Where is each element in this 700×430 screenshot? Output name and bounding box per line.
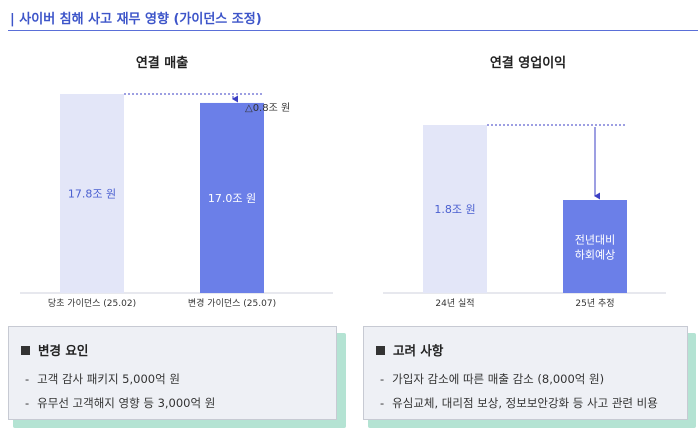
page-header: | 사이버 침해 사고 재무 영향 (가이던스 조정) bbox=[8, 6, 698, 31]
data-label: 1.8조 원 bbox=[434, 203, 475, 216]
list-item-text: 고객 감사 패키지 5,000억 원 bbox=[37, 372, 180, 386]
tick-label: 변경 가이던스 (25.07) bbox=[188, 297, 276, 309]
decrease-annotation: △0.8조 원 bbox=[245, 102, 290, 114]
bar bbox=[423, 125, 487, 293]
chart-title-revenue: 연결 매출 bbox=[135, 56, 189, 71]
tick-label: 25년 추정 bbox=[575, 298, 614, 309]
dash-icon: - bbox=[380, 372, 385, 386]
change-factors-title: 변경 요인 bbox=[38, 343, 89, 358]
bar bbox=[563, 200, 627, 293]
list-item: - 가입자 감소에 따른 매출 감소 (8,000억 원) bbox=[380, 371, 604, 387]
change-factors-heading: 변경 요인 bbox=[21, 340, 88, 359]
dash-icon: - bbox=[380, 396, 385, 410]
data-label: 17.0조 원 bbox=[208, 192, 256, 205]
square-bullet-icon bbox=[376, 346, 385, 355]
list-item-text: 유심교체, 대리점 보상, 정보보안강화 등 사고 관련 비용 bbox=[392, 396, 658, 410]
list-item: - 유무선 고객해지 영향 등 3,000억 원 bbox=[25, 395, 215, 411]
considerations-panel: 고려 사항 - 가입자 감소에 따른 매출 감소 (8,000억 원) - 유심교체… bbox=[363, 326, 688, 420]
dash-icon: - bbox=[25, 396, 30, 410]
change-factors-panel: 변경 요인 - 고객 감사 패키지 5,000억 원 - 유무선 고객해지 영향 등… bbox=[8, 326, 337, 420]
list-item-text: 가입자 감소에 따른 매출 감소 (8,000억 원) bbox=[392, 372, 605, 386]
page-title: | 사이버 침해 사고 재무 영향 (가이던스 조정) bbox=[10, 12, 262, 27]
considerations-title: 고려 사항 bbox=[393, 343, 444, 358]
bar bbox=[60, 94, 124, 293]
data-label: 전년대비 bbox=[575, 234, 615, 247]
data-label: 17.8조 원 bbox=[68, 188, 116, 201]
list-item-text: 유무선 고객해지 영향 등 3,000억 원 bbox=[37, 396, 216, 410]
dash-icon: - bbox=[25, 372, 30, 386]
bar bbox=[200, 102, 264, 293]
considerations-heading: 고려 사항 bbox=[376, 340, 443, 359]
tick-label: 당초 가이던스 (25.02) bbox=[48, 298, 136, 309]
list-item: - 유심교체, 대리점 보상, 정보보안강화 등 사고 관련 비용 bbox=[380, 395, 658, 411]
chart-title-operating-profit: 연결 영업이익 bbox=[489, 56, 567, 71]
charts-canvas: 17.8조 원당초 가이던스 (25.02) 17.0조 원변경 가이던스 (25… bbox=[20, 93, 666, 309]
square-bullet-icon bbox=[21, 346, 30, 355]
data-label: 하회예상 bbox=[575, 248, 615, 262]
tick-label: 24년 실적 bbox=[435, 297, 474, 309]
list-item: - 고객 감사 패키지 5,000억 원 bbox=[25, 371, 180, 387]
